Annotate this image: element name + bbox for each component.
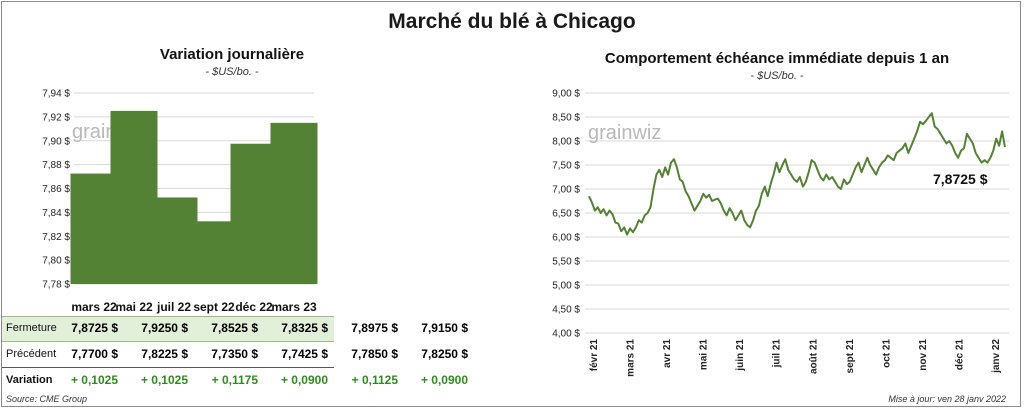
table-cell: 7,7850 $: [351, 347, 398, 361]
table-row-fermeture: Fermeture 7,8725 $ 7,9250 $ 7,8525 $ 7,8…: [2, 316, 468, 342]
y-tick-label: 5,50 $: [552, 257, 580, 268]
right-chart-unit: - $US/bo. -: [750, 70, 804, 82]
x-tick-label: déc 22: [235, 300, 273, 314]
bar: [150, 197, 198, 284]
page-title: Marché du blé à Chicago: [388, 10, 636, 33]
row-label: Variation: [6, 374, 53, 386]
y-tick-label: 4,00 $: [552, 329, 580, 340]
x-tick-label: août 21: [808, 339, 819, 374]
x-tick-label: déc 21: [954, 339, 965, 371]
y-tick-label: 9,00 $: [552, 89, 580, 100]
table-cell: 7,7425 $: [281, 347, 328, 361]
y-tick-label: 7,82 $: [42, 232, 70, 243]
left-chart-unit: - $US/bo. -: [205, 66, 259, 78]
y-tick-label: 7,78 $: [42, 280, 70, 291]
table-cell: + 0,1175: [211, 373, 258, 387]
row-label: Fermeture: [6, 322, 57, 334]
table-row-variation: Variation + 0,1025 + 0,1025 + 0,1175 + 0…: [2, 369, 468, 393]
x-tick-label: juin 21: [735, 339, 746, 372]
y-tick-label: 7,00 $: [552, 185, 580, 196]
table-cell: 7,9250 $: [141, 321, 188, 335]
y-tick-label: 7,84 $: [42, 208, 70, 219]
y-tick-label: 8,00 $: [552, 137, 580, 148]
bar: [70, 173, 118, 284]
table-cell: + 0,0900: [280, 373, 328, 387]
x-tick-label: avr 21: [662, 339, 673, 368]
x-tick-label: oct 21: [881, 339, 892, 368]
x-tick-label: janv 22: [991, 339, 1002, 374]
update-note: Mise à jour: ven 28 janv 2022: [888, 394, 1006, 404]
table-cell: + 0,1025: [70, 373, 118, 387]
y-tick-label: 7,92 $: [42, 112, 70, 123]
x-tick-label: nov 21: [918, 339, 929, 371]
x-tick-label: juil 22: [156, 300, 191, 314]
table-cell: + 0,0900: [420, 373, 468, 387]
x-tick-label: févr 21: [589, 339, 600, 372]
table-cell: 7,8325 $: [281, 321, 328, 335]
y-tick-label: 4,50 $: [552, 305, 580, 316]
x-tick-label: mai 21: [699, 339, 710, 371]
x-tick-label: mars 22: [71, 300, 117, 314]
y-tick-label: 6,00 $: [552, 233, 580, 244]
bar: [190, 221, 238, 284]
y-tick-label: 7,50 $: [552, 161, 580, 172]
last-price-label: 7,8725 $: [933, 171, 988, 187]
source-note: Source: CME Group: [6, 394, 88, 404]
left-chart-title: Variation journalière: [159, 46, 305, 63]
y-tick-label: 7,88 $: [42, 160, 70, 171]
y-tick-label: 7,80 $: [42, 256, 70, 267]
x-tick-label: sept 22: [193, 300, 235, 314]
y-tick-label: 7,86 $: [42, 184, 70, 195]
table-cell: + 0,1125: [351, 373, 398, 387]
y-tick-label: 6,50 $: [552, 209, 580, 220]
bar: [230, 143, 278, 284]
x-tick-label: mars 21: [626, 339, 637, 377]
x-tick-label: mars 23: [271, 300, 317, 314]
line-chart-watermark: grainwiz: [588, 122, 661, 144]
bar: [270, 122, 318, 284]
table-cell: 7,8225 $: [141, 347, 188, 361]
x-tick-label: mai 22: [115, 300, 153, 314]
y-tick-label: 7,90 $: [42, 136, 70, 147]
y-tick-label: 8,50 $: [552, 113, 580, 124]
table-cell: + 0,1025: [140, 373, 188, 387]
table-cell: 7,8250 $: [421, 347, 468, 361]
row-label: Précédent: [6, 348, 57, 360]
right-chart-title: Comportement échéance immédiate depuis 1…: [604, 50, 950, 67]
y-tick-label: 7,94 $: [42, 89, 70, 100]
table-cell: 7,8975 $: [351, 321, 398, 335]
x-tick-label: juil 21: [772, 339, 783, 369]
table-cell: 7,7700 $: [71, 347, 118, 361]
table-row-precedent: Précédent 7,7700 $ 7,8225 $ 7,7350 $ 7,7…: [2, 343, 468, 368]
table-cell: 7,7350 $: [211, 347, 258, 361]
y-tick-label: 5,00 $: [552, 281, 580, 292]
table-cell: 7,9150 $: [421, 321, 468, 335]
price-line: [588, 112, 1006, 236]
x-tick-label: sept 21: [845, 339, 856, 374]
table-cell: 7,8725 $: [71, 321, 118, 335]
bar: [110, 110, 158, 284]
table-cell: 7,8525 $: [211, 321, 258, 335]
